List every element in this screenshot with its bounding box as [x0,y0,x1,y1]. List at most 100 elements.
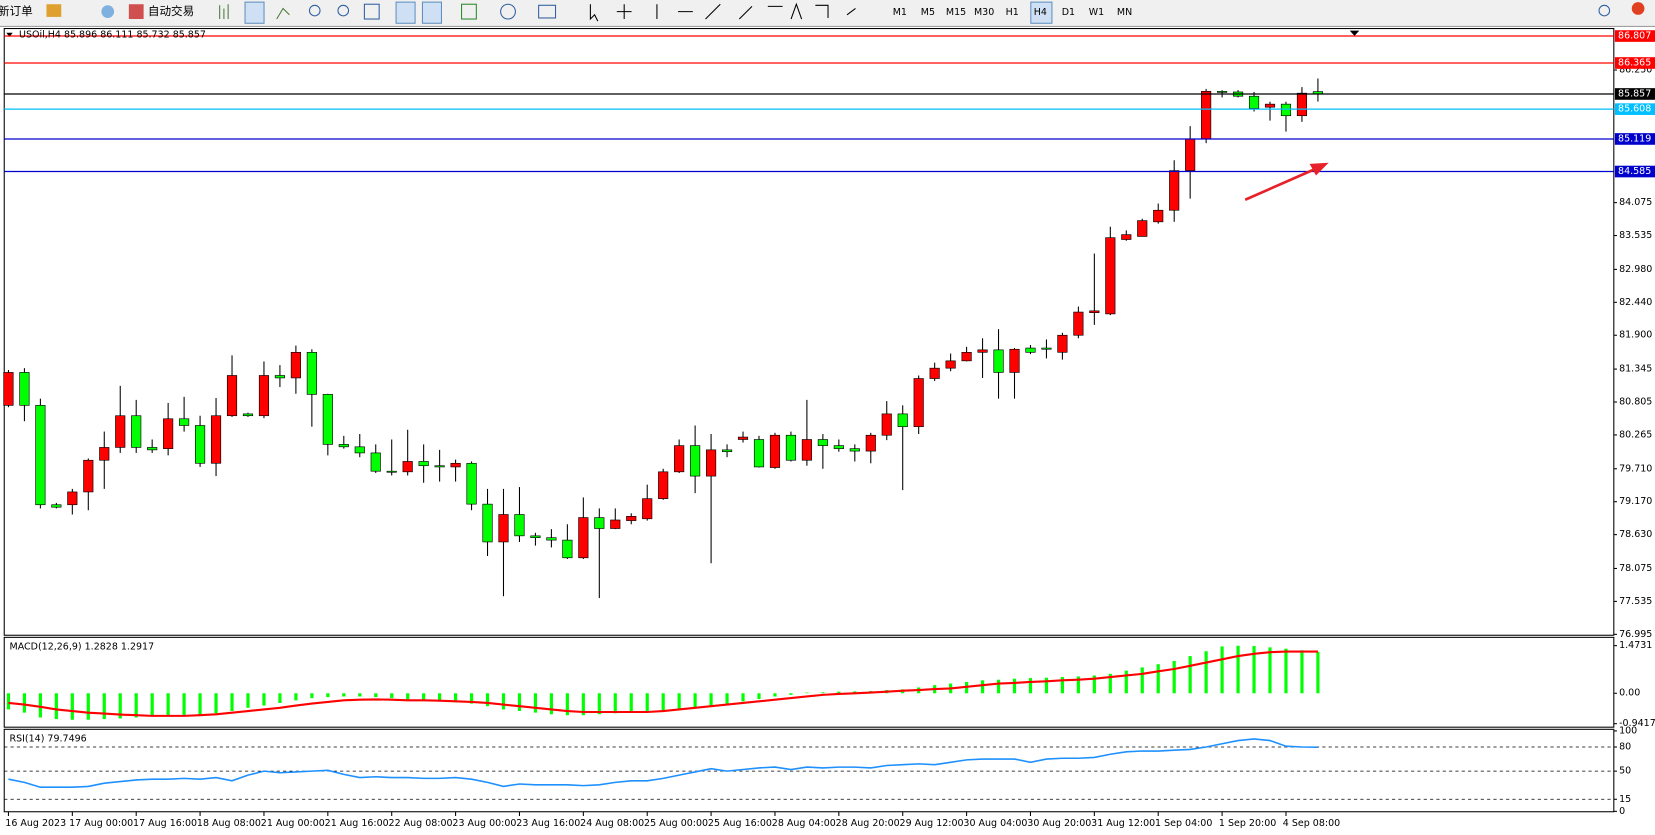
timeframe-button[interactable]: D1 [1062,7,1075,18]
timeframe-button[interactable]: M1 [893,7,907,18]
crosshair[interactable] [616,4,632,20]
shift-marker [1349,30,1360,36]
candle-body [242,413,254,417]
candle-body [258,375,270,417]
y-tick-label: 81.345 [1619,364,1652,375]
auto-trading-icon[interactable] [128,4,144,20]
indicators[interactable] [461,3,477,20]
candle-body [1105,237,1116,315]
macd-bar [629,693,633,713]
periods[interactable] [500,3,516,20]
timeframe-button[interactable]: W1 [1089,7,1104,18]
y-tick-label: 79.170 [1619,496,1652,507]
macd-bar [278,693,282,703]
candle-body [594,517,605,529]
price-level-box [1614,103,1655,115]
macd-bar [597,693,601,715]
candle-body [1153,209,1164,223]
candle-body [99,447,110,461]
macd-bar [422,693,426,701]
candle-body [1264,103,1276,108]
x-tick-label: 28 Aug 04:00 [772,818,836,829]
x-tick-label: 22 Aug 08:00 [389,818,453,829]
candle-body [51,504,62,508]
macd-bar [1124,670,1128,694]
icon-pressed[interactable] [421,1,443,24]
y-tick-label: 79.710 [1619,463,1652,474]
candle-body [1041,347,1052,350]
candle-body [418,461,429,467]
macd-bar [86,693,90,720]
timeframe-button[interactable]: MN [1117,7,1132,18]
candle-body [1025,347,1036,353]
templates[interactable] [538,4,557,19]
macd-bar [1204,651,1208,694]
macd-bar [1092,675,1096,694]
timeframe-button[interactable]: H1 [1006,7,1019,18]
candle-body [849,448,860,452]
icon[interactable] [101,5,115,18]
macd-bar [454,693,458,703]
candle-body [1280,103,1292,117]
candle-body [817,439,828,446]
notification-badge[interactable] [1631,2,1645,15]
macd-bar [485,693,490,707]
y-tick-label: 78.075 [1619,563,1652,574]
title-marker [6,32,13,37]
y-tick-label: 1.4731 [1619,640,1652,651]
timeframe-button[interactable]: M5 [921,7,935,18]
zoom-in[interactable] [308,4,321,17]
candle-body [1057,334,1068,353]
icon[interactable] [219,4,229,20]
macd-bar [725,693,729,704]
macd-bar [214,693,218,714]
candle-body [833,445,844,449]
panel-title: RSI(14) 79.7496 [10,733,87,744]
y-tick-label: 82.980 [1619,264,1652,275]
macd-bar [374,693,378,698]
macd-bar [677,693,681,710]
macd-bar [773,693,777,697]
x-tick-label: 1 Sep 20:00 [1219,818,1276,829]
macd-bar [182,693,186,716]
macd-bar [501,693,506,710]
macd-bar [613,693,617,714]
candle-body [881,413,892,436]
auto-trading-button[interactable]: 自动交易 [148,4,194,18]
candle-body [498,514,509,543]
macd-bar [38,693,42,718]
timeframe-button[interactable]: M30 [974,7,994,18]
annotation-arrow [1244,162,1329,201]
y-tick-label: 80.265 [1619,429,1652,440]
icon[interactable] [46,4,62,17]
icon[interactable] [363,3,380,20]
candle-body [706,449,717,477]
candle-body [1248,95,1260,109]
new-order-button[interactable]: 新订单 [0,4,33,18]
search[interactable] [1598,4,1611,17]
macd-bar [1268,647,1272,694]
macd-bar [1108,673,1112,694]
y-tick-label: 77.535 [1619,596,1652,607]
icon-pressed[interactable] [395,1,416,24]
x-tick-label: 30 Aug 04:00 [963,818,1027,829]
candle-body [163,418,174,449]
candle-body [642,498,653,520]
timeframe-button[interactable]: H4 [1034,7,1047,18]
candle-body [961,351,972,362]
zoom-out[interactable] [337,4,350,17]
drawing-tools[interactable] [656,2,856,20]
candle-body [1201,91,1212,140]
timeframe-button[interactable]: M15 [946,7,966,18]
macd-bar [565,693,569,716]
icon[interactable] [276,7,290,20]
x-tick-label: 23 Aug 00:00 [452,818,516,829]
x-tick-label: 25 Aug 16:00 [708,818,772,829]
rsi-line [8,738,1318,789]
candle-body [897,413,908,428]
y-tick-label: 100 [1619,725,1637,736]
icon-pressed[interactable] [244,1,265,24]
cursor[interactable] [589,4,599,22]
candle-body [1169,170,1180,211]
price-level-box [1614,88,1655,100]
